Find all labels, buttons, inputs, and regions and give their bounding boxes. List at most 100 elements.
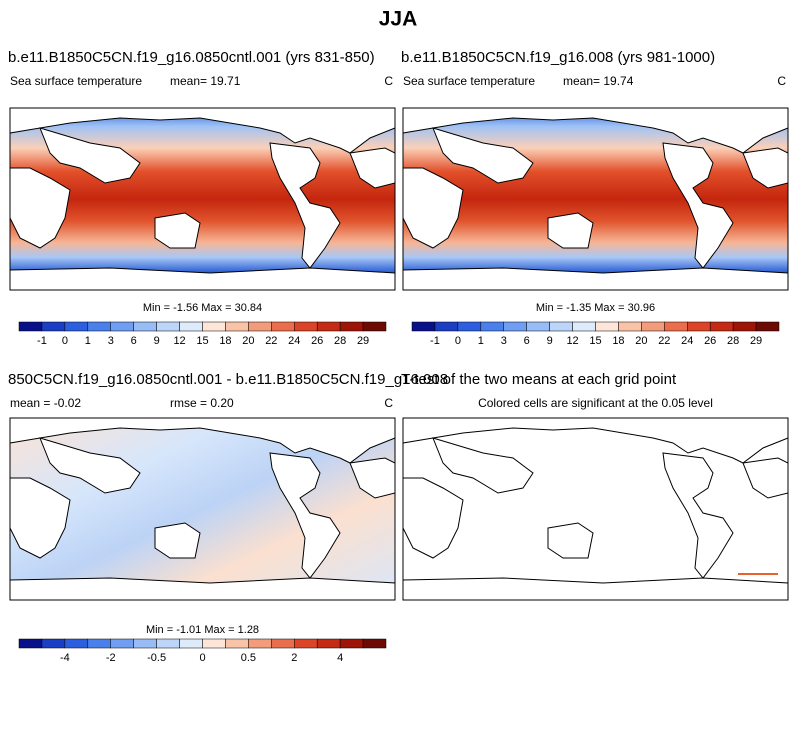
panel-unit: C bbox=[777, 74, 786, 88]
colorbar-box bbox=[687, 321, 711, 332]
panel-title: T-test of the two means at each grid poi… bbox=[401, 371, 677, 388]
colorbar-box bbox=[294, 638, 318, 649]
colorbar-label: 28 bbox=[334, 335, 346, 347]
colorbar-box bbox=[339, 321, 364, 332]
colorbar-box bbox=[457, 321, 482, 332]
colorbar-box bbox=[526, 321, 550, 332]
colorbar-box bbox=[87, 321, 111, 332]
colorbar-box bbox=[709, 321, 734, 332]
colorbar-box bbox=[641, 321, 665, 332]
panel-stats: Min = -1.56 Max = 30.84 bbox=[143, 302, 262, 314]
colorbar-label: 22 bbox=[658, 335, 670, 347]
colorbar-label: 24 bbox=[288, 335, 300, 347]
colorbar-label: 26 bbox=[704, 335, 716, 347]
colorbar-box bbox=[294, 321, 318, 332]
figure-title: JJA bbox=[379, 8, 418, 31]
colorbar-box bbox=[225, 321, 249, 332]
colorbar-box bbox=[732, 321, 757, 332]
panel-unit: C bbox=[384, 396, 393, 410]
colorbar-box bbox=[618, 321, 642, 332]
colorbar-box bbox=[339, 638, 364, 649]
panel-title: b.e11.B1850C5CN.f19_g16.008 (yrs 981-100… bbox=[401, 49, 715, 66]
colorbar-box bbox=[316, 321, 341, 332]
colorbar-label: 29 bbox=[357, 335, 369, 347]
colorbar-label: 0 bbox=[62, 335, 68, 347]
colorbar-box bbox=[362, 638, 387, 649]
colorbar-label: 6 bbox=[131, 335, 137, 347]
colorbar-box bbox=[133, 321, 157, 332]
panel-left-label: Sea surface temperature bbox=[10, 74, 142, 88]
colorbar-box bbox=[179, 638, 203, 649]
colorbar-box bbox=[549, 321, 573, 332]
colorbar-box bbox=[225, 638, 249, 649]
map-frame bbox=[9, 107, 396, 291]
colorbar-label: 28 bbox=[727, 335, 739, 347]
colorbar-label: 15 bbox=[589, 335, 601, 347]
colorbar-label: -2 bbox=[106, 652, 116, 664]
significant-cells bbox=[738, 573, 778, 575]
colorbar-label: -1 bbox=[430, 335, 440, 347]
panel-left-label: mean = -0.02 bbox=[10, 396, 81, 410]
colorbar-box bbox=[202, 321, 226, 332]
colorbar-label: 1 bbox=[85, 335, 91, 347]
colorbar-box bbox=[271, 321, 295, 332]
panel-left-label: Sea surface temperature bbox=[403, 74, 535, 88]
colorbar-label: 24 bbox=[681, 335, 693, 347]
panel-unit: C bbox=[384, 74, 393, 88]
panel-center-label: mean= 19.74 bbox=[563, 74, 634, 88]
colorbar-label: 6 bbox=[524, 335, 530, 347]
colorbar-box bbox=[362, 321, 387, 332]
colorbar-label: 12 bbox=[566, 335, 578, 347]
panel-subtitle: Colored cells are significant at the 0.0… bbox=[478, 396, 713, 410]
colorbar-box bbox=[434, 321, 459, 332]
panel-center-label: rmse = 0.20 bbox=[170, 396, 234, 410]
colorbar-label: 3 bbox=[501, 335, 507, 347]
map-frame bbox=[402, 417, 789, 601]
colorbar-box bbox=[316, 638, 341, 649]
colorbar-box bbox=[18, 638, 43, 649]
colorbar-label: 20 bbox=[242, 335, 254, 347]
colorbar-label: 4 bbox=[337, 652, 343, 664]
panel-stats: Min = -1.01 Max = 1.28 bbox=[146, 624, 259, 636]
colorbar-label: 2 bbox=[291, 652, 297, 664]
colorbar-box bbox=[18, 321, 43, 332]
colorbar-box bbox=[87, 638, 111, 649]
colorbar-label: -4 bbox=[60, 652, 70, 664]
colorbar-box bbox=[248, 638, 272, 649]
colorbar-box bbox=[179, 321, 203, 332]
colorbar-label: 22 bbox=[265, 335, 277, 347]
colorbar-label: 1 bbox=[478, 335, 484, 347]
panel-title: 850C5CN.f19_g16.0850cntl.001 - b.e11.B18… bbox=[8, 371, 448, 388]
panel-center-label: mean= 19.71 bbox=[170, 74, 241, 88]
colorbar-box bbox=[41, 638, 66, 649]
colorbar-label: 0 bbox=[455, 335, 461, 347]
colorbar-box bbox=[64, 638, 89, 649]
colorbar-box bbox=[41, 321, 66, 332]
colorbar-box bbox=[156, 638, 180, 649]
colorbar-box bbox=[595, 321, 619, 332]
panel-stats: Min = -1.35 Max = 30.96 bbox=[536, 302, 655, 314]
colorbar-label: -0.5 bbox=[147, 652, 166, 664]
colorbar-box bbox=[411, 321, 436, 332]
colorbar-box bbox=[110, 638, 134, 649]
colorbar-box bbox=[110, 321, 134, 332]
colorbar-box bbox=[755, 321, 780, 332]
colorbar-label: 0.5 bbox=[241, 652, 256, 664]
colorbar-label: 29 bbox=[750, 335, 762, 347]
map-frame bbox=[402, 107, 789, 291]
colorbar-box bbox=[480, 321, 504, 332]
colorbar-box bbox=[271, 638, 295, 649]
map-frame bbox=[9, 417, 396, 601]
colorbar-label: 9 bbox=[154, 335, 160, 347]
colorbar-label: 18 bbox=[612, 335, 624, 347]
colorbar-label: 20 bbox=[635, 335, 647, 347]
colorbar-label: 3 bbox=[108, 335, 114, 347]
colorbar-label: 15 bbox=[196, 335, 208, 347]
colorbar-label: 12 bbox=[173, 335, 185, 347]
colorbar-box bbox=[503, 321, 527, 332]
colorbar-box bbox=[664, 321, 688, 332]
colorbar-label: 0 bbox=[199, 652, 205, 664]
colorbar-box bbox=[156, 321, 180, 332]
colorbar-label: 26 bbox=[311, 335, 323, 347]
